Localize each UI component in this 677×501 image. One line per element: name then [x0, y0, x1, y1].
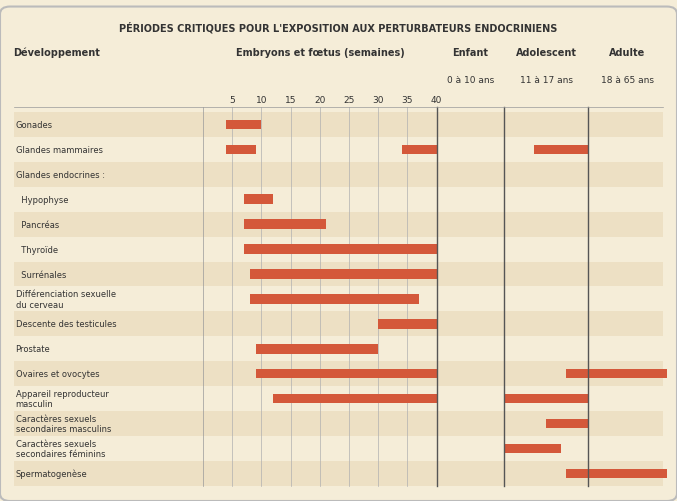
Text: Surrénales: Surrénales [16, 270, 66, 279]
Bar [14, 411, 663, 436]
Text: Caractères sexuels
secondaires masculins: Caractères sexuels secondaires masculins [16, 414, 111, 433]
Bar [401, 145, 437, 155]
Text: Adolescent: Adolescent [515, 48, 577, 58]
Text: Prostate: Prostate [16, 345, 50, 354]
Text: 0 à 10 ans: 0 à 10 ans [447, 76, 494, 85]
Text: Spermatogenèse: Spermatogenèse [16, 469, 87, 478]
Text: 18 à 65 ans: 18 à 65 ans [600, 76, 654, 85]
Text: Descente des testicules: Descente des testicules [16, 320, 116, 329]
Bar [533, 145, 588, 155]
Text: 11 à 17 ans: 11 à 17 ans [519, 76, 573, 85]
Bar [244, 195, 273, 204]
Text: 25: 25 [343, 96, 355, 105]
Text: Caractères sexuels
secondaires féminins: Caractères sexuels secondaires féminins [16, 439, 105, 458]
Bar [226, 120, 261, 130]
Text: Différenciation sexuelle
du cerveau: Différenciation sexuelle du cerveau [16, 290, 116, 309]
Text: Ovaires et ovocytes: Ovaires et ovocytes [16, 370, 100, 378]
Bar [226, 145, 256, 155]
Text: Enfant: Enfant [452, 48, 489, 58]
Bar [566, 469, 667, 478]
Bar [14, 212, 663, 237]
Bar [14, 113, 663, 138]
Bar [378, 320, 437, 329]
Text: Adulte: Adulte [609, 48, 645, 58]
Bar [244, 245, 437, 255]
Text: 35: 35 [401, 96, 413, 105]
Text: 10: 10 [256, 96, 267, 105]
Text: Glandes mammaires: Glandes mammaires [16, 146, 103, 154]
Bar [14, 162, 663, 187]
Text: Thyroïde: Thyroïde [16, 245, 58, 254]
Text: 40: 40 [431, 96, 442, 105]
Text: PÉRIODES CRITIQUES POUR L'EXPOSITION AUX PERTURBATEURS ENDOCRINIENS: PÉRIODES CRITIQUES POUR L'EXPOSITION AUX… [119, 22, 558, 33]
Bar [14, 362, 663, 386]
Text: Appareil reproducteur
masculin: Appareil reproducteur masculin [16, 389, 108, 408]
Bar [14, 312, 663, 337]
Text: Développement: Développement [14, 48, 100, 58]
Text: 5: 5 [230, 96, 235, 105]
Bar [546, 419, 588, 428]
Bar [244, 220, 326, 229]
Text: Gonades: Gonades [16, 121, 53, 130]
Bar [256, 369, 437, 379]
Bar [273, 394, 437, 404]
Bar [14, 262, 663, 287]
Bar [256, 344, 378, 354]
Bar [250, 270, 437, 279]
Bar [504, 444, 561, 453]
Text: 30: 30 [372, 96, 384, 105]
Text: 15: 15 [285, 96, 297, 105]
Text: Embryons et fœtus (semaines): Embryons et fœtus (semaines) [236, 48, 404, 58]
Bar [504, 394, 588, 404]
Bar [566, 369, 667, 379]
FancyBboxPatch shape [0, 8, 677, 501]
Text: Hypophyse: Hypophyse [16, 195, 68, 204]
Text: Pancréas: Pancréas [16, 220, 59, 229]
Text: Glandes endocrines :: Glandes endocrines : [16, 170, 104, 179]
Text: 20: 20 [314, 96, 326, 105]
Bar [250, 295, 419, 304]
Bar [14, 461, 663, 486]
